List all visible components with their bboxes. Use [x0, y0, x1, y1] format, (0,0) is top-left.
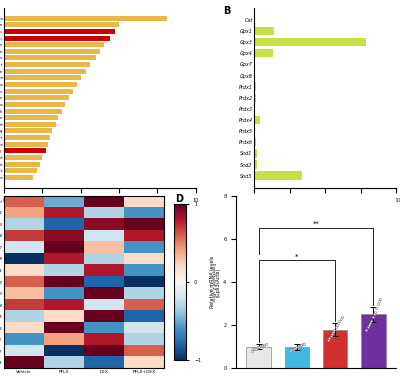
Point	[256, 344, 263, 350]
Bar	[284, 347, 309, 368]
Point	[254, 345, 260, 351]
Point	[330, 329, 336, 335]
Bar	[4, 109, 62, 114]
Bar	[4, 89, 73, 94]
Bar	[4, 16, 167, 21]
Point	[260, 342, 266, 348]
Point	[301, 341, 307, 347]
Bar	[4, 22, 119, 27]
Bar	[4, 142, 48, 147]
Point	[294, 344, 301, 350]
Point	[329, 331, 335, 337]
Point	[335, 320, 341, 326]
Bar	[254, 49, 273, 58]
Point	[364, 324, 371, 331]
Bar	[4, 82, 77, 87]
Point	[289, 346, 296, 352]
Bar	[254, 38, 366, 46]
Bar	[4, 56, 96, 61]
Bar	[4, 95, 69, 100]
Text: **: **	[313, 221, 319, 227]
Point	[363, 326, 370, 332]
Bar	[4, 69, 86, 74]
Text: B: B	[223, 6, 230, 16]
Bar	[254, 94, 256, 102]
Point	[259, 343, 265, 349]
Bar	[254, 138, 256, 146]
Bar	[4, 36, 110, 41]
Point	[287, 348, 293, 354]
Point	[374, 301, 381, 307]
Bar	[254, 71, 255, 80]
Point	[261, 342, 268, 348]
Bar	[254, 127, 255, 135]
Point	[292, 345, 298, 351]
Point	[331, 326, 338, 332]
Point	[376, 299, 382, 305]
Bar	[4, 75, 81, 80]
Point	[369, 314, 376, 320]
Bar	[4, 49, 100, 54]
Bar	[4, 129, 52, 133]
Point	[370, 311, 377, 317]
Point	[258, 343, 264, 349]
Bar	[361, 314, 386, 368]
Point	[291, 346, 297, 352]
Bar	[4, 148, 46, 153]
Bar	[4, 135, 50, 140]
Point	[325, 337, 331, 343]
X-axis label: Gene expression level (TPM): Gene expression level (TPM)	[290, 208, 360, 213]
Bar	[4, 42, 104, 47]
Bar	[254, 149, 257, 158]
Bar	[4, 62, 90, 67]
Bar	[254, 82, 256, 91]
Bar	[4, 115, 58, 120]
Point	[298, 342, 304, 348]
Bar	[4, 168, 37, 173]
Point	[288, 347, 294, 353]
Bar	[254, 27, 274, 35]
Point	[262, 341, 269, 347]
Point	[368, 318, 374, 324]
Bar	[4, 29, 115, 34]
Point	[252, 346, 259, 352]
Point	[366, 322, 372, 328]
Point	[332, 324, 339, 331]
Point	[339, 314, 345, 320]
Point	[326, 335, 333, 341]
Point	[296, 343, 302, 349]
Bar	[4, 102, 65, 107]
Text: *: *	[295, 253, 299, 259]
Point	[328, 333, 334, 339]
Bar	[4, 175, 33, 180]
Bar	[246, 347, 271, 368]
Point	[338, 316, 344, 322]
Point	[334, 322, 340, 328]
Bar	[4, 122, 56, 127]
Bar	[254, 160, 258, 169]
Bar	[254, 105, 256, 113]
Bar	[254, 171, 302, 180]
Point	[293, 344, 300, 350]
Point	[336, 318, 343, 324]
Point	[297, 343, 303, 349]
Point	[251, 346, 258, 352]
Point	[377, 296, 383, 302]
Point	[250, 346, 256, 352]
X-axis label: $-Log_{10}(P$-value$)$: $-Log_{10}(P$-value$)$	[80, 208, 120, 217]
Point	[373, 305, 380, 311]
Bar	[323, 329, 348, 368]
Text: D: D	[175, 194, 183, 204]
Point	[299, 341, 306, 347]
Bar	[254, 16, 255, 24]
Bar	[4, 155, 42, 160]
Point	[367, 320, 373, 326]
Point	[249, 348, 255, 354]
Y-axis label: Relative mRNA levels
(Gpx3/Actb): Relative mRNA levels (Gpx3/Actb)	[210, 256, 220, 308]
Bar	[254, 116, 260, 124]
Point	[372, 309, 378, 315]
Point	[255, 344, 262, 350]
Bar	[4, 162, 40, 167]
Bar	[254, 60, 256, 68]
